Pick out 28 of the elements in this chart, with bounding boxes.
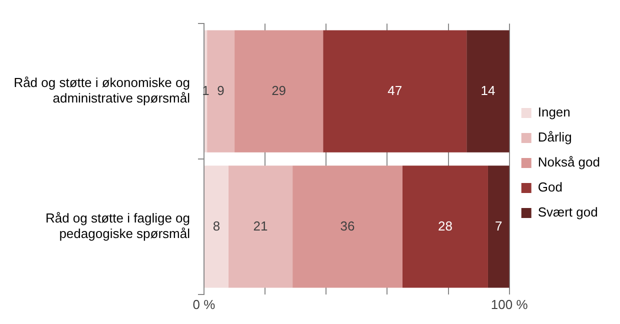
x-tick-label: 100 % xyxy=(490,296,528,312)
legend-label: Ingen xyxy=(538,104,570,120)
data-label: 14 xyxy=(480,82,496,98)
x-tick-label: 0 % xyxy=(192,296,216,312)
bar xyxy=(402,166,488,288)
bar xyxy=(204,166,228,288)
legend-label: God xyxy=(538,180,562,195)
legend-label: Svært god xyxy=(538,204,598,220)
bar xyxy=(207,30,235,152)
data-label: 29 xyxy=(272,82,286,98)
data-label: 28 xyxy=(438,218,452,234)
bar xyxy=(204,30,208,152)
y-tick-label: Råd og støtte i økonomiske og administrative spørsmål xyxy=(14,75,190,106)
legend-label: Dårlig xyxy=(538,130,572,145)
data-label: 7 xyxy=(495,218,502,234)
bar xyxy=(466,30,510,152)
bar xyxy=(228,166,293,288)
data-label: 8 xyxy=(212,218,220,234)
bar xyxy=(292,166,402,288)
y-tick-label: Råd og støtte i faglige og pedagogiske spørsmål xyxy=(45,210,190,242)
legend-label: Nokså god xyxy=(538,154,600,170)
data-label: 9 xyxy=(217,82,224,98)
data-label: 47 xyxy=(388,82,402,98)
bar xyxy=(234,30,324,152)
bar xyxy=(323,30,467,152)
bar xyxy=(488,166,510,288)
data-label: 21 xyxy=(253,218,268,234)
data-label: 36 xyxy=(340,218,355,234)
